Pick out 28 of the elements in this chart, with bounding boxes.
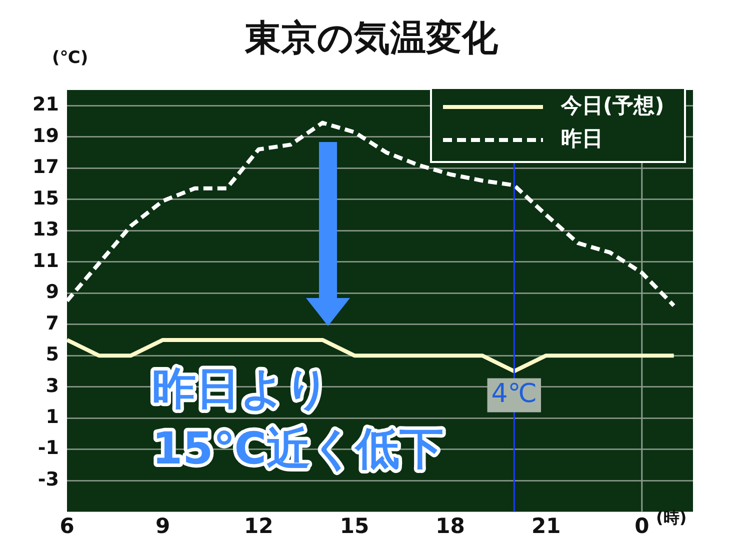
y-tick-label: 1	[46, 406, 59, 428]
y-tick-label: 21	[32, 94, 59, 116]
chart-title: 東京の気温変化	[245, 18, 498, 59]
annotation: 4℃	[491, 378, 538, 409]
y-tick-label: 9	[46, 281, 59, 304]
y-tick-label: 15	[32, 187, 59, 210]
y-axis-title: (℃)	[52, 48, 88, 68]
line-series	[67, 120, 676, 308]
y-tick-label: 13	[32, 218, 59, 241]
y-tick-label: 7	[46, 312, 59, 334]
x-tick-label: 6	[60, 514, 74, 538]
x-axis-title: (時)	[656, 508, 687, 529]
x-tick-label: 0	[634, 514, 650, 538]
y-tick-label: -3	[38, 468, 59, 490]
y-tick-label: 5	[46, 344, 59, 366]
y-tick-label: 19	[32, 124, 59, 147]
y-tick-label: 11	[32, 250, 59, 272]
y-tick-label: 17	[32, 156, 59, 178]
y-tick-label: -1	[38, 437, 59, 460]
x-tick-label: 9	[156, 514, 170, 538]
annotation: 昨日より 15℃近く低下	[152, 363, 444, 474]
x-tick-label: 15	[340, 514, 370, 538]
legend-label: 今日(予想)	[560, 93, 664, 118]
y-tick-label: 3	[46, 374, 59, 397]
x-tick-label: 21	[531, 514, 561, 538]
legend-label: 昨日	[561, 126, 603, 150]
x-tick-label: 18	[436, 514, 465, 538]
x-tick-label: 12	[244, 514, 274, 538]
